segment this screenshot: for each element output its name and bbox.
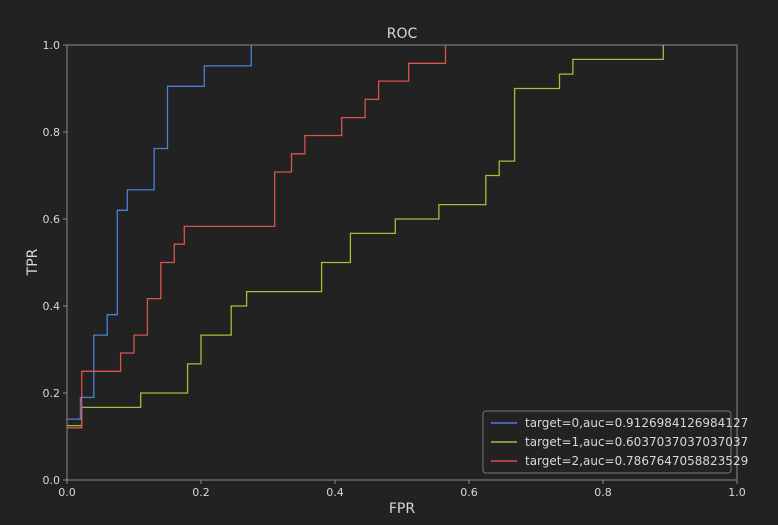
x-axis-title: FPR (389, 501, 415, 517)
legend-label-target-2: target=2,auc=0.7867647058823529 (525, 454, 748, 468)
chart-title: ROC (387, 26, 418, 42)
x-tick-label: 0.0 (58, 486, 76, 499)
legend-label-target-1: target=1,auc=0.6037037037037037 (525, 435, 748, 449)
legend-label-target-0: target=0,auc=0.9126984126984127 (525, 416, 748, 430)
y-axis-title: TPR (25, 248, 41, 276)
y-axis-ticks: 0.0 0.2 0.4 0.6 0.8 1.0 (43, 39, 67, 487)
y-tick-label: 0.6 (43, 213, 61, 226)
y-tick-label: 0.8 (43, 126, 61, 139)
plot-area (67, 45, 737, 480)
roc-line-target-1 (67, 45, 664, 427)
x-tick-label: 0.8 (594, 486, 612, 499)
x-axis-ticks: 0.0 0.2 0.4 0.6 0.8 1.0 (58, 480, 746, 499)
y-tick-label: 0.2 (43, 387, 61, 400)
roc-line-target-0 (67, 45, 252, 420)
x-tick-label: 0.2 (192, 486, 210, 499)
legend-box (482, 410, 732, 474)
y-tick-label: 0.4 (43, 300, 61, 313)
x-tick-label: 0.4 (326, 486, 344, 499)
roc-line-target-2 (67, 45, 447, 429)
legend: target=0,auc=0.9126984126984127 target=1,… (482, 410, 748, 474)
x-tick-label: 1.0 (728, 486, 746, 499)
plot-frame (66, 44, 738, 481)
y-tick-label: 1.0 (43, 39, 61, 52)
series-layer (67, 45, 664, 429)
x-tick-label: 0.6 (460, 486, 478, 499)
y-tick-label: 0.0 (43, 474, 61, 487)
